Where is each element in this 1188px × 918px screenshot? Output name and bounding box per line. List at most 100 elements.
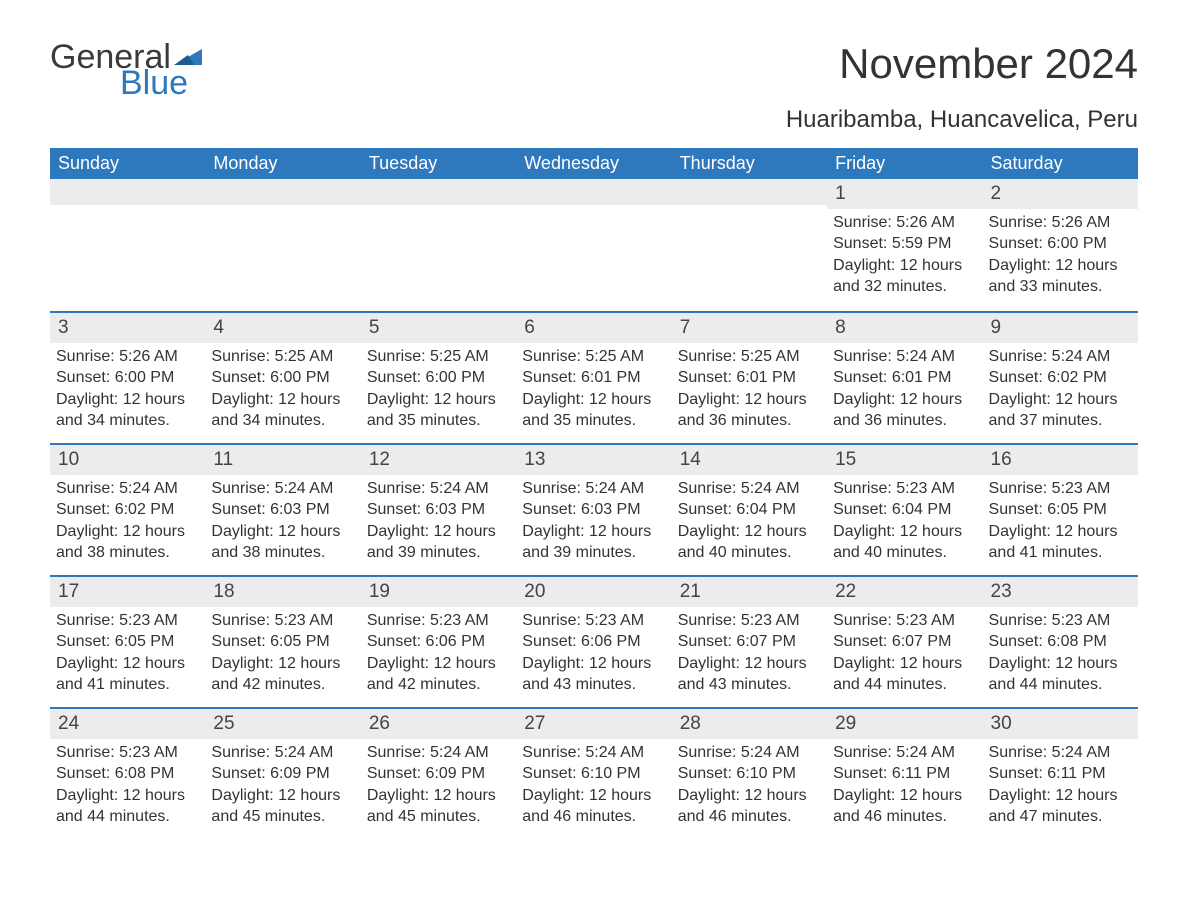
day-sunset: Sunset: 6:03 PM: [522, 499, 665, 521]
day-number: [205, 179, 360, 205]
day-dl1: Daylight: 12 hours: [833, 785, 976, 807]
day-sunrise: Sunrise: 5:24 AM: [989, 742, 1132, 764]
day-sunrise: Sunrise: 5:23 AM: [833, 610, 976, 632]
day-dl1: Daylight: 12 hours: [678, 785, 821, 807]
day-cell: 14Sunrise: 5:24 AMSunset: 6:04 PMDayligh…: [672, 445, 827, 575]
day-cell: 18Sunrise: 5:23 AMSunset: 6:05 PMDayligh…: [205, 577, 360, 707]
day-number: [361, 179, 516, 205]
day-number: [516, 179, 671, 205]
day-cell: 24Sunrise: 5:23 AMSunset: 6:08 PMDayligh…: [50, 709, 205, 839]
day-cell: 22Sunrise: 5:23 AMSunset: 6:07 PMDayligh…: [827, 577, 982, 707]
day-number: 24: [50, 709, 205, 739]
day-dl1: Daylight: 12 hours: [522, 389, 665, 411]
day-dl2: and 47 minutes.: [989, 806, 1132, 828]
day-dl1: Daylight: 12 hours: [367, 653, 510, 675]
weekday-header: SundayMondayTuesdayWednesdayThursdayFrid…: [50, 148, 1138, 179]
day-number: [50, 179, 205, 205]
day-dl2: and 41 minutes.: [56, 674, 199, 696]
day-cell: 11Sunrise: 5:24 AMSunset: 6:03 PMDayligh…: [205, 445, 360, 575]
day-dl1: Daylight: 12 hours: [367, 389, 510, 411]
weekday-col: Saturday: [983, 148, 1138, 179]
day-sunrise: Sunrise: 5:25 AM: [678, 346, 821, 368]
day-dl2: and 38 minutes.: [56, 542, 199, 564]
weekday-col: Friday: [827, 148, 982, 179]
week-row: 10Sunrise: 5:24 AMSunset: 6:02 PMDayligh…: [50, 443, 1138, 575]
day-number: 2: [983, 179, 1138, 209]
day-sunrise: Sunrise: 5:24 AM: [56, 478, 199, 500]
day-sunset: Sunset: 6:06 PM: [367, 631, 510, 653]
day-dl2: and 44 minutes.: [989, 674, 1132, 696]
day-sunset: Sunset: 6:01 PM: [522, 367, 665, 389]
day-cell: [50, 179, 205, 311]
day-cell: 28Sunrise: 5:24 AMSunset: 6:10 PMDayligh…: [672, 709, 827, 839]
day-cell: 6Sunrise: 5:25 AMSunset: 6:01 PMDaylight…: [516, 313, 671, 443]
day-dl1: Daylight: 12 hours: [56, 653, 199, 675]
day-dl1: Daylight: 12 hours: [211, 785, 354, 807]
day-cell: 17Sunrise: 5:23 AMSunset: 6:05 PMDayligh…: [50, 577, 205, 707]
day-sunset: Sunset: 6:00 PM: [989, 233, 1132, 255]
calendar: SundayMondayTuesdayWednesdayThursdayFrid…: [50, 148, 1138, 839]
day-dl1: Daylight: 12 hours: [56, 785, 199, 807]
day-cell: [672, 179, 827, 311]
weekday-col: Monday: [205, 148, 360, 179]
day-sunrise: Sunrise: 5:23 AM: [367, 610, 510, 632]
day-dl2: and 41 minutes.: [989, 542, 1132, 564]
day-number: 9: [983, 313, 1138, 343]
day-number: 17: [50, 577, 205, 607]
day-cell: 16Sunrise: 5:23 AMSunset: 6:05 PMDayligh…: [983, 445, 1138, 575]
day-number: 29: [827, 709, 982, 739]
week-row: 1Sunrise: 5:26 AMSunset: 5:59 PMDaylight…: [50, 179, 1138, 311]
day-dl2: and 46 minutes.: [678, 806, 821, 828]
day-dl2: and 37 minutes.: [989, 410, 1132, 432]
brand-part2: Blue: [120, 66, 202, 100]
day-sunrise: Sunrise: 5:24 AM: [367, 478, 510, 500]
day-sunset: Sunset: 6:10 PM: [678, 763, 821, 785]
day-dl1: Daylight: 12 hours: [989, 389, 1132, 411]
day-number: 6: [516, 313, 671, 343]
day-dl2: and 33 minutes.: [989, 276, 1132, 298]
day-sunset: Sunset: 6:08 PM: [989, 631, 1132, 653]
day-sunset: Sunset: 6:11 PM: [833, 763, 976, 785]
day-dl1: Daylight: 12 hours: [56, 389, 199, 411]
day-sunset: Sunset: 6:01 PM: [833, 367, 976, 389]
day-dl2: and 46 minutes.: [522, 806, 665, 828]
location: Huaribamba, Huancavelica, Peru: [786, 106, 1138, 134]
day-number: 3: [50, 313, 205, 343]
day-sunrise: Sunrise: 5:24 AM: [678, 742, 821, 764]
day-dl1: Daylight: 12 hours: [678, 653, 821, 675]
day-dl1: Daylight: 12 hours: [522, 653, 665, 675]
day-cell: 26Sunrise: 5:24 AMSunset: 6:09 PMDayligh…: [361, 709, 516, 839]
day-dl2: and 40 minutes.: [833, 542, 976, 564]
day-sunrise: Sunrise: 5:24 AM: [211, 478, 354, 500]
day-sunset: Sunset: 6:06 PM: [522, 631, 665, 653]
day-dl2: and 40 minutes.: [678, 542, 821, 564]
week-row: 3Sunrise: 5:26 AMSunset: 6:00 PMDaylight…: [50, 311, 1138, 443]
day-sunrise: Sunrise: 5:26 AM: [989, 212, 1132, 234]
day-sunrise: Sunrise: 5:23 AM: [989, 610, 1132, 632]
day-cell: 3Sunrise: 5:26 AMSunset: 6:00 PMDaylight…: [50, 313, 205, 443]
day-number: 18: [205, 577, 360, 607]
day-cell: 2Sunrise: 5:26 AMSunset: 6:00 PMDaylight…: [983, 179, 1138, 311]
day-dl2: and 44 minutes.: [56, 806, 199, 828]
day-sunrise: Sunrise: 5:25 AM: [367, 346, 510, 368]
day-cell: 1Sunrise: 5:26 AMSunset: 5:59 PMDaylight…: [827, 179, 982, 311]
day-dl1: Daylight: 12 hours: [833, 255, 976, 277]
day-dl1: Daylight: 12 hours: [989, 785, 1132, 807]
day-dl2: and 43 minutes.: [678, 674, 821, 696]
day-number: 25: [205, 709, 360, 739]
day-dl2: and 45 minutes.: [367, 806, 510, 828]
day-sunset: Sunset: 6:01 PM: [678, 367, 821, 389]
day-number: 1: [827, 179, 982, 209]
title-block: November 2024 Huaribamba, Huancavelica, …: [786, 40, 1138, 134]
day-dl1: Daylight: 12 hours: [678, 521, 821, 543]
day-dl2: and 34 minutes.: [211, 410, 354, 432]
day-cell: 10Sunrise: 5:24 AMSunset: 6:02 PMDayligh…: [50, 445, 205, 575]
day-dl2: and 39 minutes.: [522, 542, 665, 564]
day-sunrise: Sunrise: 5:24 AM: [211, 742, 354, 764]
day-cell: 20Sunrise: 5:23 AMSunset: 6:06 PMDayligh…: [516, 577, 671, 707]
day-sunset: Sunset: 6:04 PM: [833, 499, 976, 521]
day-sunset: Sunset: 6:05 PM: [56, 631, 199, 653]
day-sunset: Sunset: 6:04 PM: [678, 499, 821, 521]
weekday-col: Sunday: [50, 148, 205, 179]
day-sunrise: Sunrise: 5:24 AM: [989, 346, 1132, 368]
